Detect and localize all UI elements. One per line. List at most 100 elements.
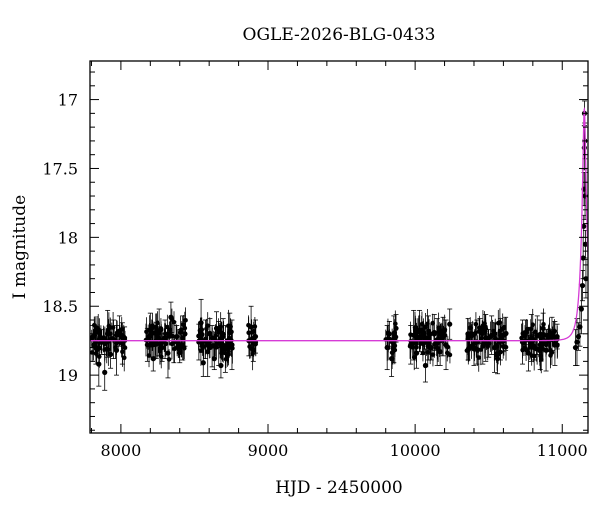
data-point	[176, 347, 182, 352]
x-tick-label: 10000	[390, 441, 441, 460]
data-point	[393, 321, 398, 327]
data-point	[166, 357, 172, 362]
x-tick-label: 9000	[248, 441, 289, 460]
plot-area	[90, 100, 588, 391]
data-point	[91, 322, 97, 328]
data-point	[473, 321, 479, 327]
data-point	[198, 348, 204, 354]
data-point	[480, 323, 486, 328]
data-point	[211, 343, 217, 348]
data-point	[500, 326, 505, 332]
data-point	[488, 334, 493, 340]
data-point	[581, 145, 587, 151]
data-point	[146, 353, 152, 358]
data-point	[392, 329, 398, 335]
plot-frame	[89, 60, 589, 434]
data-point	[541, 321, 546, 327]
data-point	[144, 329, 149, 335]
data-point	[157, 346, 163, 352]
data-point	[221, 331, 226, 337]
data-point	[182, 331, 188, 337]
data-point	[90, 336, 95, 342]
data-point	[582, 241, 588, 247]
data-point	[106, 347, 111, 352]
x-axis-label: HJD - 2450000	[275, 478, 403, 498]
data-point	[155, 320, 160, 326]
data-point	[552, 343, 558, 348]
data-point	[154, 327, 159, 332]
data-point	[204, 326, 209, 332]
data-point	[390, 346, 396, 351]
data-point	[442, 333, 448, 338]
data-point	[213, 333, 219, 339]
axis-ticks: 8000 9000 10000 11000 17 17.5 18 18.5 19	[42, 61, 588, 460]
y-tick-label: 17	[58, 91, 78, 110]
data-point	[216, 329, 221, 335]
chart-title: OGLE-2026-BLG-0433	[243, 25, 436, 45]
data-point	[519, 335, 524, 341]
y-tick-label: 18	[58, 228, 78, 247]
data-point	[444, 350, 450, 356]
y-tick-label: 19	[58, 366, 78, 385]
data-point	[541, 333, 547, 338]
data-point	[96, 354, 102, 359]
data-point	[498, 334, 503, 340]
data-point	[114, 341, 119, 346]
model-curve	[90, 107, 588, 342]
data-point	[230, 346, 235, 351]
data-point	[178, 330, 183, 335]
data-point	[423, 324, 428, 330]
data-point	[218, 362, 224, 369]
data-point	[408, 332, 413, 337]
data-point	[92, 330, 98, 336]
data-point	[503, 331, 509, 336]
data-point	[407, 343, 413, 349]
data-point	[113, 345, 118, 350]
data-point	[169, 317, 175, 322]
data-point	[479, 331, 485, 337]
data-point	[143, 337, 149, 343]
data-point	[167, 327, 173, 333]
data-point	[198, 330, 203, 335]
data-point	[149, 340, 155, 345]
data-point	[151, 330, 157, 336]
data-point	[219, 344, 224, 350]
data-point	[93, 351, 99, 356]
data-point	[537, 346, 542, 352]
y-tick-label: 18.5	[42, 297, 78, 316]
data-point	[414, 345, 419, 350]
data-point	[447, 321, 453, 327]
data-point	[412, 327, 418, 333]
y-tick-label: 17.5	[42, 159, 78, 178]
data-point	[95, 327, 101, 333]
data-point	[165, 324, 170, 330]
data-point	[478, 347, 484, 352]
data-point	[247, 344, 252, 349]
data-point	[252, 334, 258, 339]
data-point	[172, 346, 177, 352]
data-point	[389, 350, 395, 355]
data-point	[522, 345, 528, 350]
data-point	[228, 324, 233, 329]
data-point	[417, 337, 422, 343]
data-point	[96, 361, 102, 367]
data-point	[183, 317, 188, 323]
data-point	[445, 344, 451, 350]
data-point	[485, 344, 491, 349]
data-point	[162, 335, 167, 340]
data-point	[466, 334, 472, 339]
data-point	[420, 331, 426, 336]
data-point	[250, 351, 255, 357]
data-point	[169, 333, 175, 339]
data-point	[120, 349, 125, 355]
data-points-layer	[90, 100, 588, 391]
data-point	[579, 282, 586, 289]
data-point	[223, 356, 229, 362]
data-point	[422, 362, 429, 369]
data-point	[163, 341, 169, 347]
data-point	[119, 327, 125, 332]
data-point	[102, 369, 108, 375]
data-point	[494, 344, 500, 349]
data-point	[121, 335, 126, 340]
